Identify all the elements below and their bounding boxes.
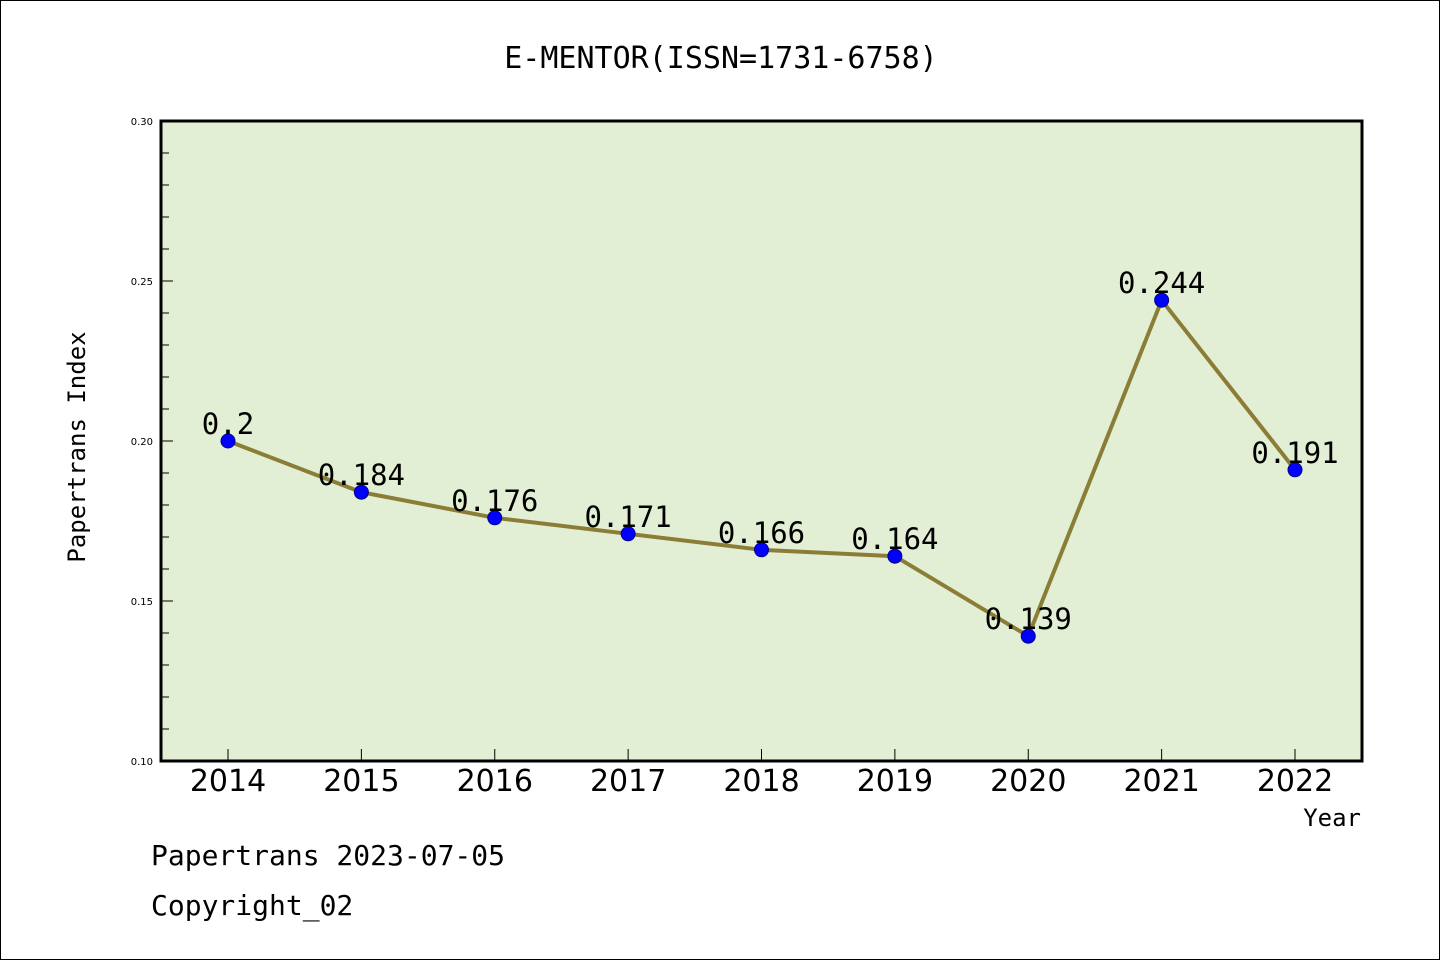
- y-axis-label: Papertrans Index: [63, 331, 91, 562]
- data-label: 0.164: [851, 522, 938, 556]
- x-axis-ticks: 2014 2015 2016 2017 2018 2019 2020 2021 2022: [190, 749, 1333, 799]
- data-label: 0.139: [985, 602, 1072, 636]
- y-tick-label: 0.15: [131, 597, 153, 608]
- data-label: 0.184: [318, 458, 405, 492]
- x-axis-label: Year: [1303, 804, 1361, 832]
- data-label: 0.2: [202, 407, 254, 441]
- x-tick-label: 2014: [190, 764, 266, 799]
- x-tick-label: 2016: [457, 764, 533, 799]
- footer-date: Papertrans 2023-07-05: [151, 839, 505, 872]
- x-tick-label: 2022: [1257, 764, 1333, 799]
- series-markers: [220, 292, 1303, 644]
- data-point: [887, 548, 903, 564]
- x-tick-label: 2017: [590, 764, 666, 799]
- x-tick-label: 2019: [857, 764, 933, 799]
- data-point: [620, 526, 636, 542]
- y-tick-label: 0.30: [131, 117, 153, 128]
- data-point: [754, 542, 769, 558]
- data-point: [353, 484, 369, 500]
- data-point: [487, 510, 503, 526]
- plot-area: [161, 121, 1362, 761]
- x-tick-label: 2021: [1123, 764, 1199, 799]
- y-tick-label: 0.10: [131, 757, 153, 768]
- data-label: 0.244: [1118, 266, 1205, 300]
- x-tick-label: 2020: [990, 764, 1066, 799]
- x-tick-label: 2018: [723, 764, 799, 799]
- data-point: [1020, 628, 1036, 644]
- footer-copyright: Copyright_02: [151, 889, 353, 923]
- data-point: [220, 433, 236, 449]
- y-tick-label: 0.25: [131, 277, 153, 288]
- x-tick-label: 2015: [323, 764, 399, 799]
- data-label: 0.171: [584, 500, 671, 534]
- plot-border: [159, 119, 1364, 763]
- data-label: 0.191: [1251, 436, 1338, 470]
- data-labels: 0.2 0.184 0.176 0.171 0.166 0.164 0.139 0.244 0.…: [202, 266, 1339, 636]
- data-point: [1287, 462, 1303, 478]
- y-tick-label: 0.20: [131, 437, 153, 448]
- data-point: [1154, 292, 1170, 308]
- data-label: 0.176: [451, 484, 538, 518]
- data-label: 0.166: [718, 516, 805, 550]
- chart-title: E-MENTOR(ISSN=1731-6758): [504, 41, 937, 76]
